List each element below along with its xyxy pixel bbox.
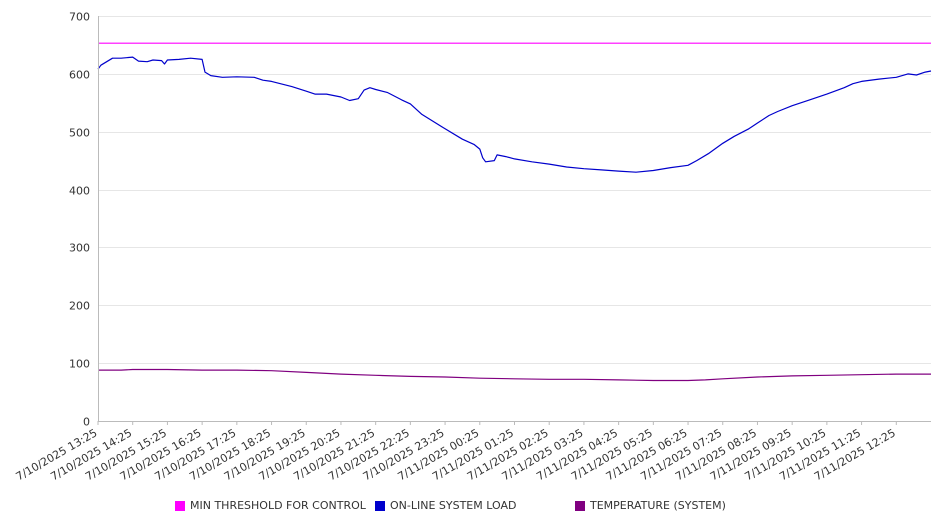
x-axis-ticks: 7/10/2025 13:257/10/2025 14:257/10/2025 … xyxy=(14,421,898,483)
y-axis-ticks: 0 100 200 300 400 500 600 700 xyxy=(69,11,90,429)
legend-item: MIN THRESHOLD FOR CONTROL xyxy=(175,499,366,512)
legend-label: ON-LINE SYSTEM LOAD xyxy=(390,499,517,512)
y-tick-label: 0 xyxy=(83,416,90,429)
y-tick-label: 500 xyxy=(69,127,90,140)
y-tick-label: 100 xyxy=(69,358,90,371)
y-tick-label: 400 xyxy=(69,185,90,198)
y-tick-label: 700 xyxy=(69,11,90,24)
y-tick-label: 600 xyxy=(69,69,90,82)
series-line-2 xyxy=(98,368,931,382)
y-tick-label: 300 xyxy=(69,242,90,255)
legend-label: TEMPERATURE (SYSTEM) xyxy=(590,499,726,512)
y-tick-label: 200 xyxy=(69,300,90,313)
series-lines xyxy=(97,42,932,382)
legend-label: MIN THRESHOLD FOR CONTROL xyxy=(190,499,366,512)
legend-item: ON-LINE SYSTEM LOAD xyxy=(375,499,516,512)
series-line-1 xyxy=(97,56,932,173)
legend-swatch xyxy=(175,500,185,511)
legend: MIN THRESHOLD FOR CONTROL ON-LINE SYSTEM … xyxy=(0,499,946,515)
legend-swatch xyxy=(575,500,585,511)
legend-item: TEMPERATURE (SYSTEM) xyxy=(575,499,726,512)
grid-lines xyxy=(98,16,931,364)
legend-swatch xyxy=(375,500,385,511)
